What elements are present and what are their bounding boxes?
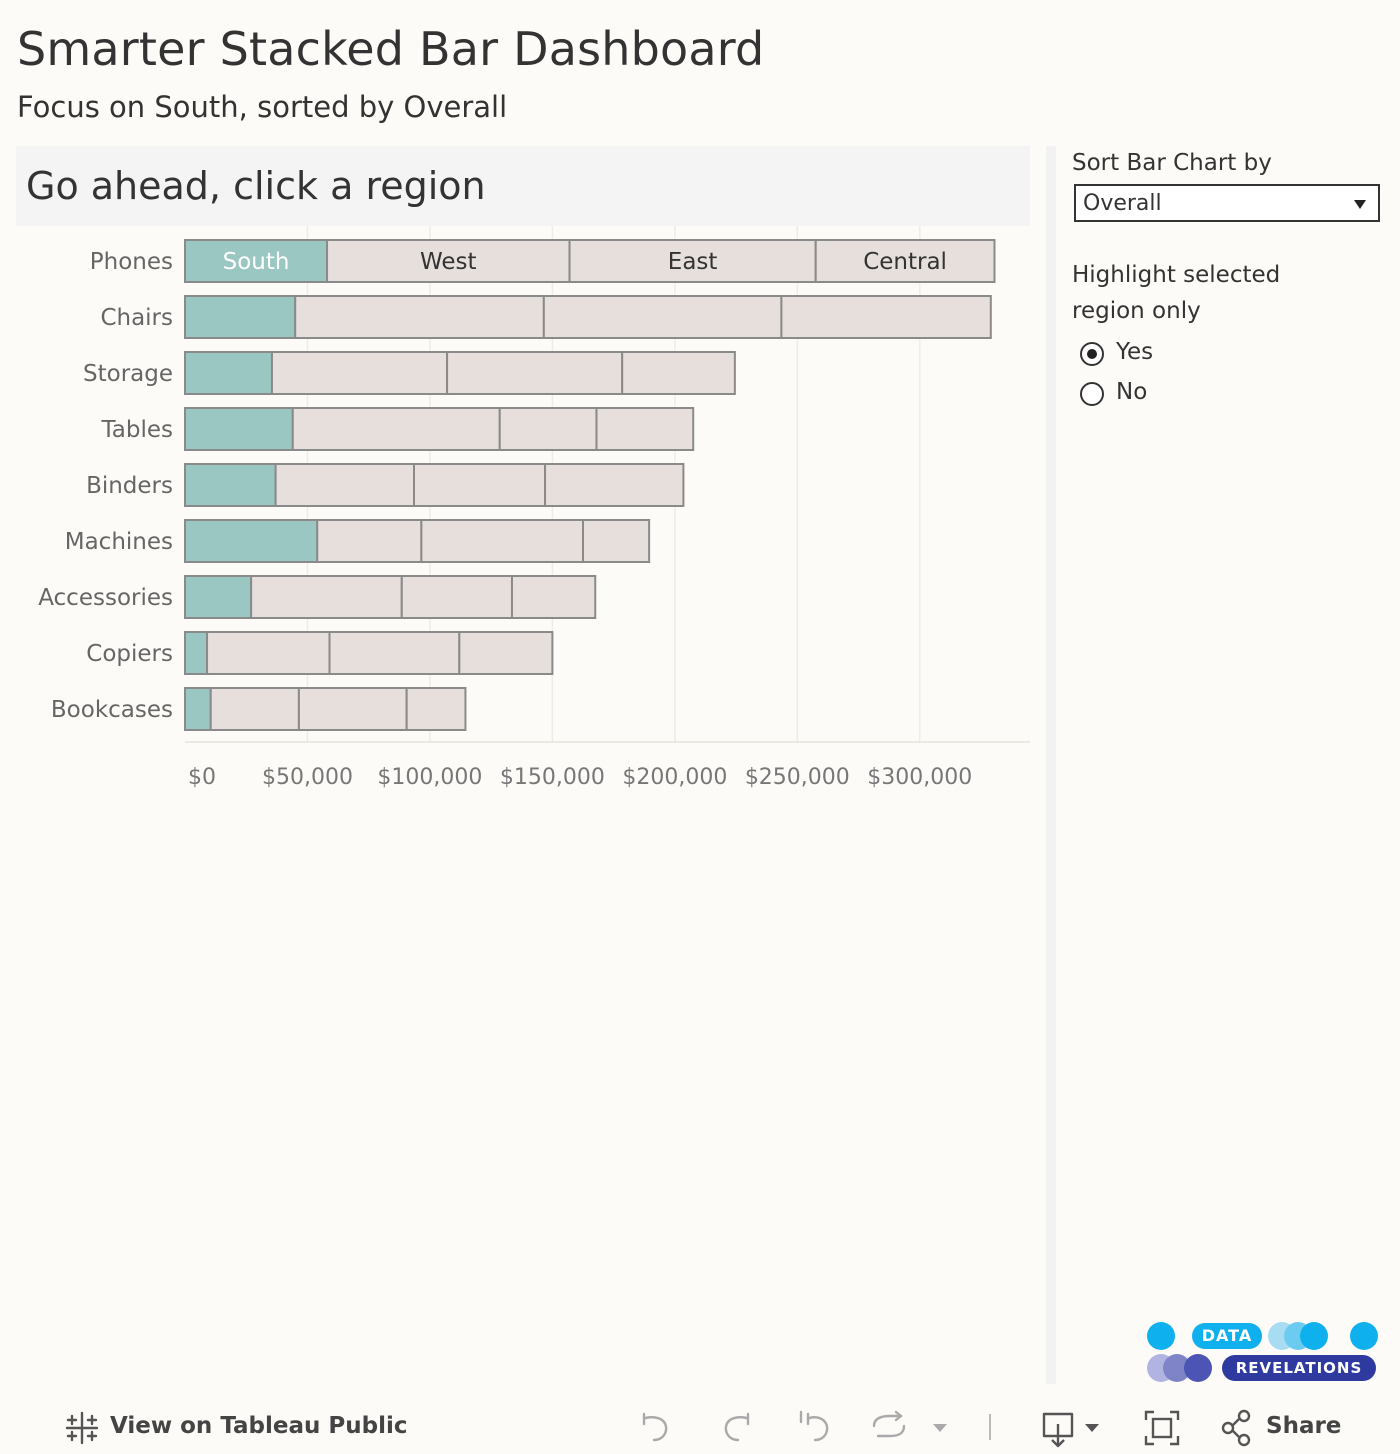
undo-icon [642,1412,668,1442]
bar-segment-south[interactable] [184,463,277,507]
bar-segment-west[interactable] [326,239,571,283]
radio-yes-label: Yes [1116,339,1154,365]
view-on-tableau-button[interactable]: View on Tableau Public [64,1398,408,1454]
radio-unselected-icon [1080,382,1104,406]
sort-label: Sort Bar Chart by [1072,150,1272,176]
chart-panel-header: Go ahead, click a region [16,146,1030,226]
panel-header-text: Go ahead, click a region [26,164,486,208]
bar-segment-central[interactable] [814,239,996,283]
x-tick-label: $0 [188,765,216,790]
bar-segment-east[interactable] [542,295,783,339]
bar-segment-east[interactable] [498,407,598,451]
bar-segment-west[interactable] [206,631,331,675]
share-button[interactable]: Share [1220,1398,1342,1454]
tableau-logo-icon [65,1411,99,1445]
download-button[interactable] [1040,1398,1104,1454]
revert-button[interactable] [796,1398,836,1454]
bar-segment-west[interactable] [291,407,501,451]
category-label: Chairs [100,305,173,331]
data-revelations-logo[interactable]: DATA REVELATIONS [1144,1320,1380,1384]
bar-segment-east[interactable] [400,575,513,619]
toolbar-separator [988,1398,992,1454]
fullscreen-button[interactable] [1142,1398,1182,1454]
bar-segment-west[interactable] [250,575,403,619]
segment-label-south: South [223,249,290,275]
chevron-down-icon [933,1424,947,1432]
x-tick-label: $100,000 [377,765,482,790]
segment-label-west: West [420,249,477,275]
share-label: Share [1266,1413,1342,1439]
bar-segment-central[interactable] [544,463,685,507]
bar-segment-east[interactable] [328,631,461,675]
redo-icon [724,1412,750,1442]
category-label: Machines [65,529,173,555]
bar-segment-west[interactable] [270,351,449,395]
highlight-label-line2: region only [1072,298,1201,324]
category-label: Copiers [86,641,173,667]
bar-segment-east[interactable] [568,239,817,283]
bar-segment-west[interactable] [294,295,545,339]
bar-segment-central[interactable] [582,519,651,563]
bar-segment-west[interactable] [316,519,423,563]
bar-segment-south[interactable] [184,687,212,731]
sort-dropdown[interactable]: Overall [1074,184,1380,222]
x-tick-label: $50,000 [262,765,353,790]
bar-segment-east[interactable] [446,351,624,395]
tableau-toolbar: View on Tableau Public [0,1398,1400,1454]
category-label: Tables [101,417,173,443]
category-label: Bookcases [51,697,173,723]
chevron-down-icon [1085,1424,1099,1432]
revert-icon [799,1410,829,1442]
logo-text-revelations: REVELATIONS [1222,1355,1376,1381]
bar-segment-east[interactable] [413,463,547,507]
bar-segment-south[interactable] [184,575,253,619]
logo-text-data: DATA [1192,1323,1262,1349]
bar-segment-west[interactable] [274,463,416,507]
radio-selected-icon [1080,342,1104,366]
bar-segment-central[interactable] [780,295,992,339]
panel-divider [1046,146,1056,1384]
category-label: Binders [86,473,173,499]
undo-button[interactable] [636,1398,676,1454]
bar-segment-central[interactable] [458,631,554,675]
highlight-label-line1: Highlight selected [1072,262,1281,288]
redo-button[interactable] [716,1398,756,1454]
refresh-button[interactable] [870,1398,950,1454]
sort-dropdown-value: Overall [1083,191,1162,216]
segment-label-east: East [668,249,718,275]
x-tick-label: $250,000 [745,765,850,790]
category-label: Accessories [38,585,173,611]
segment-label-central: Central [863,249,947,275]
category-label: Phones [90,249,173,275]
radio-no-label: No [1116,379,1148,405]
download-icon [1042,1412,1074,1448]
share-icon [1221,1409,1251,1447]
x-tick-label: $150,000 [500,765,605,790]
bar-segment-south[interactable] [184,239,329,283]
fullscreen-icon [1144,1410,1180,1446]
dropdown-arrow-icon [1354,200,1366,209]
bar-segment-central[interactable] [510,575,597,619]
bar-segment-south[interactable] [184,407,294,451]
stacked-bar-chart[interactable]: Phones South West East Central Chairs Storage T… [0,226,1040,806]
refresh-icon [872,1410,906,1438]
category-label: Storage [83,361,173,387]
bar-segment-east[interactable] [297,687,408,731]
bar-segment-central[interactable] [595,407,695,451]
bar-segment-east[interactable] [420,519,585,563]
bar-segment-central[interactable] [621,351,736,395]
bar-segment-south[interactable] [184,631,209,675]
dashboard-title: Smarter Stacked Bar Dashboard [17,22,765,76]
view-on-tableau-label: View on Tableau Public [110,1413,408,1439]
bar-segment-south[interactable] [184,295,297,339]
bar-segment-south[interactable] [184,519,319,563]
dashboard-subtitle: Focus on South, sorted by Overall [17,90,508,124]
x-tick-label: $300,000 [867,765,972,790]
bar-segment-west[interactable] [209,687,300,731]
bar-segment-south[interactable] [184,351,273,395]
bar-segment-central[interactable] [405,687,467,731]
x-tick-label: $200,000 [622,765,727,790]
